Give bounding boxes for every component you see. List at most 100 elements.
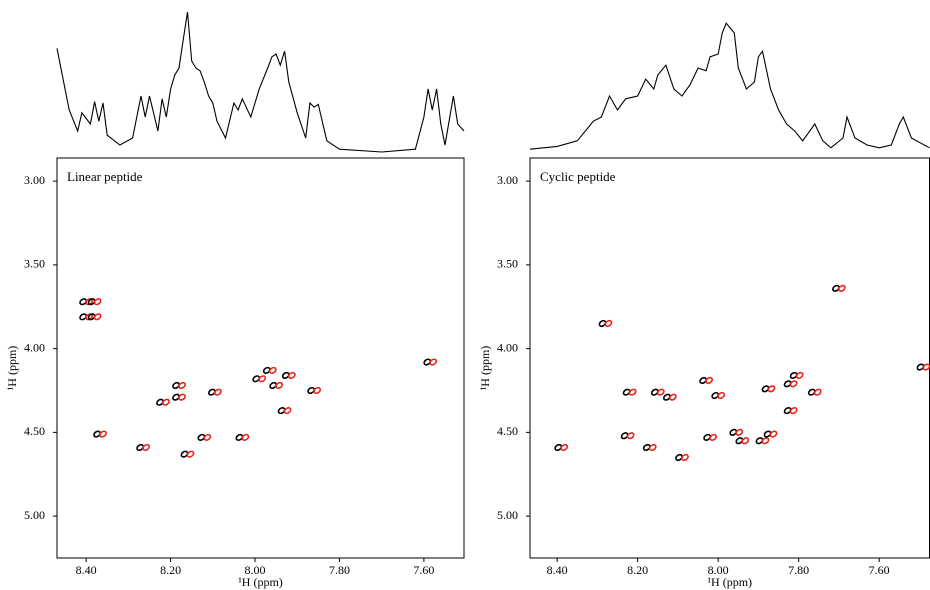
cross-peak [783, 380, 798, 388]
x-axis-label: ¹H (ppm) [707, 575, 752, 589]
contour [838, 284, 846, 292]
y-tick-label: 5.00 [24, 508, 45, 522]
cross-peak [172, 381, 186, 390]
cross-peak [87, 313, 102, 321]
contour [313, 386, 322, 395]
contour [207, 388, 216, 396]
cross-peak [675, 453, 689, 462]
contour [79, 298, 88, 306]
cross-peak [642, 443, 657, 452]
contour [554, 443, 563, 452]
y-tick-label: 3.50 [24, 257, 45, 271]
cross-peak [197, 433, 212, 441]
contour [262, 366, 271, 374]
contour [761, 437, 770, 445]
contour [99, 430, 107, 438]
contour [795, 371, 804, 379]
cross-peak [307, 386, 322, 395]
cross-peak [703, 433, 718, 441]
contour [79, 313, 88, 321]
y-tick-label: 3.00 [497, 173, 518, 187]
x-tick-label: 8.40 [76, 563, 97, 577]
y-axis-label: ¹H (ppm) [478, 346, 492, 391]
cross-peak [235, 433, 250, 441]
contour [560, 443, 569, 452]
projection-spectrum [529, 22, 930, 150]
contour [281, 371, 290, 379]
contour [662, 393, 671, 401]
contour [735, 437, 744, 445]
contour [275, 381, 284, 390]
contour [705, 376, 714, 385]
contour [162, 398, 170, 406]
cross-peak [281, 371, 296, 379]
contour [729, 428, 738, 436]
contour [178, 381, 186, 390]
cross-peak [783, 407, 798, 415]
projection-spectrum [56, 11, 465, 153]
contour [789, 371, 798, 379]
contour [761, 385, 770, 393]
cross-peak [87, 298, 102, 306]
contour [656, 388, 665, 396]
contour [620, 432, 629, 440]
contour [269, 381, 278, 390]
contour [241, 433, 250, 441]
cross-peak [620, 432, 635, 440]
contour [789, 380, 798, 388]
cross-peak [807, 388, 822, 396]
x-tick-label: 8.20 [627, 563, 648, 577]
cross-peak [172, 393, 186, 401]
cross-peak [269, 381, 284, 390]
y-tick-label: 3.50 [497, 257, 518, 271]
cross-peak [207, 388, 222, 396]
contour [277, 407, 286, 415]
cross-peak [763, 430, 778, 438]
contour [203, 433, 212, 441]
cross-peak [262, 366, 277, 374]
cross-peak [755, 437, 770, 445]
contour [755, 437, 764, 445]
x-axis-label: ¹H (ppm) [238, 575, 283, 589]
contour [628, 388, 637, 396]
contour [699, 376, 708, 385]
y-tick-label: 4.00 [24, 340, 45, 354]
contour [186, 450, 195, 458]
x-tick-label: 7.80 [788, 563, 809, 577]
contour [668, 393, 677, 401]
y-tick-label: 4.50 [24, 424, 45, 438]
contour [763, 430, 772, 438]
cross-peak [598, 319, 613, 328]
x-tick-label: 8.20 [160, 563, 181, 577]
cross-peak [699, 376, 714, 385]
y-tick-label: 5.00 [497, 508, 518, 522]
y-tick-label: 4.00 [497, 340, 518, 354]
contour [741, 437, 750, 445]
contour [711, 391, 720, 400]
contour [916, 363, 925, 371]
plot-frame [56, 157, 465, 559]
contour [180, 450, 189, 458]
cross-peak [761, 385, 776, 393]
contour [813, 388, 822, 396]
x-tick-label: 8.00 [245, 563, 266, 577]
contour [93, 313, 102, 321]
contour [423, 358, 432, 366]
cross-peak [79, 298, 94, 306]
cross-peak [916, 363, 930, 371]
contour [832, 284, 840, 292]
contour [307, 386, 316, 395]
contour [703, 433, 712, 441]
contour [93, 298, 102, 306]
cross-peak [423, 358, 438, 366]
cross-peak [252, 375, 267, 383]
contour [789, 407, 798, 415]
contour [769, 430, 778, 438]
y-axis-label: ¹H (ppm) [5, 346, 19, 391]
contour [807, 388, 816, 396]
contour [87, 298, 96, 306]
cross-peak [79, 313, 94, 321]
y-tick-label: 3.00 [24, 173, 45, 187]
panel-title: Cyclic peptide [540, 169, 616, 184]
